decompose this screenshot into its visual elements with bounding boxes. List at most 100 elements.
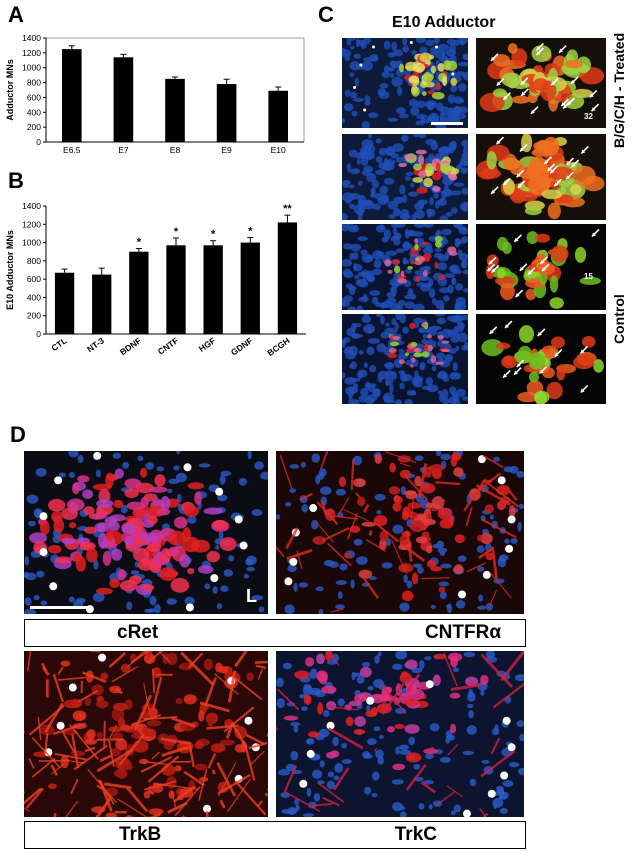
nucleus [228, 555, 235, 562]
fiber [65, 800, 79, 817]
stained-cell [518, 345, 532, 361]
stained-cell [84, 526, 97, 534]
stained-cell [453, 467, 464, 477]
stained-cell [115, 738, 127, 751]
nucleus [466, 703, 474, 709]
nucleus [455, 345, 460, 351]
stained-cell [303, 694, 312, 706]
x-tick-label: CTL [49, 335, 68, 353]
stained-cell [528, 174, 550, 196]
stained-cell [450, 77, 458, 86]
nucleus [360, 249, 368, 256]
nucleus [477, 605, 487, 610]
nucleus [354, 77, 359, 87]
nucleus [319, 468, 327, 477]
nucleus [402, 38, 408, 46]
nucleus [431, 297, 437, 305]
arrowhead [563, 104, 568, 109]
nucleus [449, 373, 461, 380]
nucleus [429, 723, 440, 732]
nucleus [450, 265, 458, 273]
stained-cell [170, 577, 190, 593]
fiber [147, 651, 164, 663]
bar [113, 57, 134, 142]
fiber [108, 740, 115, 767]
stained-cell [124, 488, 139, 499]
stained-cell [414, 475, 422, 487]
nucleus [40, 600, 48, 606]
fiber [466, 562, 486, 573]
nucleus [439, 305, 445, 310]
nucleus [223, 569, 234, 577]
nucleus [455, 388, 466, 397]
boundary-dot [239, 541, 248, 550]
fiber [198, 768, 208, 801]
nucleus [349, 192, 361, 200]
nucleus [311, 519, 319, 530]
stained-cell [432, 186, 441, 192]
nucleus [414, 455, 424, 462]
x-tick-label: E6.5 [63, 145, 81, 155]
nucleus [281, 808, 294, 814]
nucleus [481, 759, 490, 764]
nucleus [342, 268, 352, 277]
arrowhead [496, 140, 501, 145]
nucleus [120, 504, 128, 514]
nucleus [381, 236, 389, 243]
stained-cell [418, 154, 425, 166]
bar [277, 222, 298, 334]
micrograph-c-treated-2 [342, 134, 468, 220]
nucleus [360, 156, 369, 166]
stained-cell [140, 584, 155, 591]
stained-cell [411, 85, 418, 95]
x-tick-label: E7 [118, 145, 129, 155]
fiber [375, 522, 400, 543]
nucleus [398, 744, 409, 751]
nucleus [462, 146, 468, 157]
fiber [286, 548, 313, 561]
nucleus [302, 813, 314, 817]
nucleus [457, 226, 467, 231]
y-tick-label: 1200 [22, 219, 41, 229]
nucleus [358, 280, 369, 288]
stained-cell [197, 565, 214, 574]
stained-cell [593, 359, 604, 373]
boundary-dot [366, 696, 375, 705]
nucleus [407, 191, 419, 197]
nucleus [258, 606, 265, 613]
nucleus [391, 41, 398, 51]
nucleus [373, 388, 380, 398]
boundary-dot [425, 680, 434, 689]
fiber [355, 492, 361, 499]
fiber [70, 778, 79, 795]
nucleus [482, 529, 489, 534]
nucleus [460, 168, 468, 174]
stained-cell [411, 357, 416, 363]
nucleus [455, 283, 464, 291]
panel-label-d: D [10, 422, 26, 447]
nucleus [35, 467, 47, 477]
nucleus [342, 224, 350, 232]
fiber [230, 722, 248, 749]
nucleus [68, 451, 79, 458]
stained-cell [415, 275, 421, 282]
stained-cell [194, 763, 208, 771]
stained-cell [215, 662, 223, 673]
fiber [463, 478, 487, 512]
nucleus [402, 135, 407, 143]
nucleus [440, 197, 445, 203]
y-tick-label: 400 [27, 107, 41, 117]
fiber [350, 459, 355, 491]
stained-cell [132, 507, 147, 518]
nucleus [379, 185, 389, 195]
stained-cell [343, 552, 353, 559]
arrowhead [489, 329, 494, 334]
stained-cell [126, 501, 145, 511]
nucleus [489, 514, 494, 520]
boundary-dot [39, 512, 48, 521]
nucleus [366, 346, 375, 356]
nucleus [450, 810, 456, 816]
stained-cell [182, 536, 201, 553]
nucleus [187, 515, 197, 524]
fiber [248, 741, 268, 750]
